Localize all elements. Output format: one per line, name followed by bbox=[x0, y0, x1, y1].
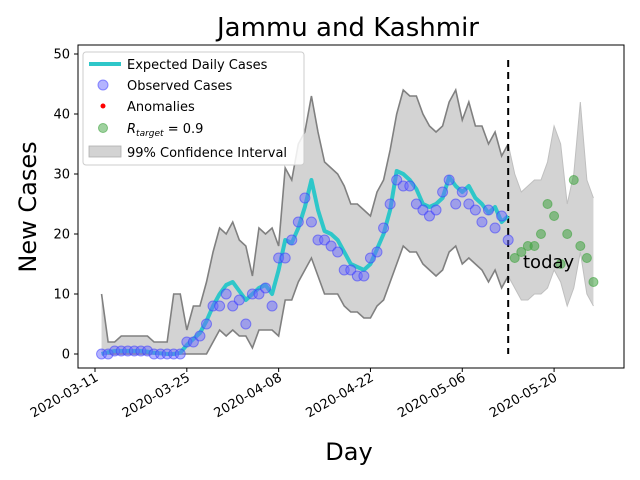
observed-point bbox=[496, 210, 508, 222]
legend-label-ci: 99% Confidence Interval bbox=[127, 146, 287, 161]
observed-point bbox=[469, 204, 481, 216]
x-tick-label: 2020-05-06 bbox=[395, 370, 468, 421]
legend-label-rtarget: Rtarget = 0.9 bbox=[127, 122, 203, 139]
legend-swatch-anomalies bbox=[100, 103, 106, 109]
observed-point bbox=[174, 348, 186, 360]
x-axis-title: Day bbox=[325, 438, 372, 466]
rtarget-point bbox=[575, 241, 586, 251]
rtarget-point bbox=[581, 253, 592, 263]
ci-upper-forecast-line bbox=[507, 101, 594, 205]
y-tick-label: 40 bbox=[53, 108, 70, 123]
observed-point bbox=[305, 216, 317, 228]
observed-point bbox=[260, 282, 272, 294]
observed-point bbox=[358, 270, 370, 282]
plot-frame bbox=[77, 44, 625, 369]
observed-point bbox=[266, 300, 278, 312]
observed-point bbox=[476, 216, 488, 228]
x-tick-label: 2020-04-08 bbox=[212, 370, 285, 421]
rtarget-point bbox=[535, 229, 546, 239]
plot-area bbox=[96, 60, 599, 360]
rtarget-point bbox=[568, 175, 579, 185]
legend-label-observed: Observed Cases bbox=[127, 79, 232, 94]
observed-point bbox=[214, 300, 226, 312]
observed-point bbox=[437, 186, 449, 198]
x-tick-label: 2020-03-11 bbox=[28, 370, 101, 421]
observed-point bbox=[292, 216, 304, 228]
observed-point bbox=[483, 204, 495, 216]
observed-point bbox=[378, 222, 390, 234]
observed-point bbox=[371, 246, 383, 258]
y-tick-label: 30 bbox=[53, 168, 70, 183]
observed-point bbox=[194, 330, 206, 342]
legend-swatch-ci bbox=[88, 145, 122, 158]
observed-point bbox=[220, 288, 232, 300]
observed-point bbox=[430, 204, 442, 216]
observed-point bbox=[443, 174, 455, 186]
y-tick-label: 10 bbox=[53, 288, 70, 303]
legend-box bbox=[82, 51, 305, 166]
observed-point bbox=[240, 318, 252, 330]
y-tick-label: 50 bbox=[53, 48, 70, 63]
rtarget-point bbox=[555, 259, 566, 269]
rtarget-point bbox=[588, 277, 599, 287]
y-axis-title: New Cases bbox=[14, 141, 42, 272]
observed-point bbox=[404, 180, 416, 192]
observed-point bbox=[450, 198, 462, 210]
y-tick-label: 0 bbox=[62, 348, 70, 363]
ci-lower-forecast-line bbox=[507, 251, 594, 308]
y-tick-label: 20 bbox=[53, 228, 70, 243]
x-tick-label: 2020-04-22 bbox=[304, 370, 377, 421]
observed-point bbox=[233, 294, 245, 306]
observed-point bbox=[456, 186, 468, 198]
observed-point bbox=[299, 192, 311, 204]
chart-title: Jammu and Kashmir bbox=[215, 13, 479, 43]
observed-point bbox=[279, 252, 291, 264]
x-tick-label: 2020-03-25 bbox=[120, 370, 193, 421]
today-label: today bbox=[523, 252, 575, 273]
rtarget-point bbox=[542, 199, 553, 209]
legend-swatch-observed bbox=[97, 79, 109, 91]
ci-upper-line bbox=[100, 87, 509, 343]
rtarget-point bbox=[509, 253, 520, 263]
legend-label-expected: Expected Daily Cases bbox=[127, 58, 268, 73]
legend-swatch-rtarget bbox=[98, 123, 108, 133]
y-axis: 0 10 20 30 40 50 bbox=[53, 48, 78, 363]
observed-point bbox=[286, 234, 298, 246]
observed-point bbox=[489, 222, 501, 234]
x-axis: 2020-03-11 2020-03-25 2020-04-08 2020-04-22… bbox=[28, 368, 560, 421]
observed-point bbox=[502, 234, 514, 246]
legend-label-anomalies: Anomalies bbox=[127, 100, 195, 115]
observed-point bbox=[200, 318, 212, 330]
rtarget-point bbox=[562, 229, 573, 239]
observed-point bbox=[332, 246, 344, 258]
x-tick-label: 2020-05-20 bbox=[487, 370, 560, 421]
rtarget-point bbox=[529, 241, 540, 251]
legend: Expected Daily Cases Observed Cases Anom… bbox=[82, 51, 305, 166]
rtarget-point bbox=[549, 211, 560, 221]
rtarget-point bbox=[516, 247, 527, 257]
observed-point bbox=[384, 198, 396, 210]
